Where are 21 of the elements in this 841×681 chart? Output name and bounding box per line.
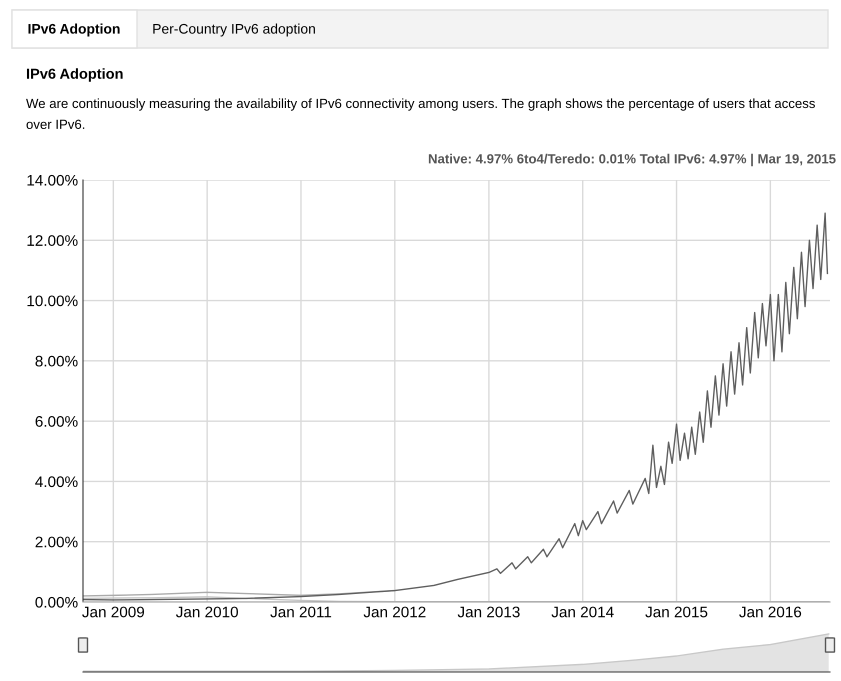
text: IPv6 Adoption bbox=[28, 24, 120, 36]
x-tick-label: Jan 2012 bbox=[364, 606, 426, 618]
y-tick-label: 10.00% bbox=[27, 295, 78, 306]
x-tick-label: Jan 2013 bbox=[458, 606, 520, 618]
y-tick-label: 0.00% bbox=[35, 596, 78, 608]
y-tick-label: 14.00% bbox=[27, 174, 78, 186]
y-tick-label: 2.00% bbox=[36, 536, 78, 548]
y-tick-label: 8.00% bbox=[35, 356, 78, 367]
text: Native: 4.97% 6to4/Teredo: 0.01% Total IPv6: 4.97% | Mar 19, 2015 bbox=[428, 154, 836, 166]
x-tick-label: Jan 2014 bbox=[552, 606, 614, 618]
x-tick-label: Jan 2015 bbox=[645, 606, 708, 618]
y-tick-label: 12.00% bbox=[27, 235, 78, 246]
x-tick-label: Jan 2009 bbox=[82, 606, 144, 618]
chart-title: IPv6 Adoption bbox=[26, 68, 123, 82]
text: Per-Country IPv6 adoption bbox=[153, 24, 315, 36]
y-tick-label: 6.00% bbox=[36, 416, 78, 427]
chart-subtitle: We are continuously measuring the availability of IPv6 connectivity among users. The graph shows the percentage of users that access over IPv6. bbox=[26, 98, 815, 129]
y-tick-label: 4.00% bbox=[35, 476, 78, 488]
x-tick-label: Jan 2011 bbox=[270, 606, 332, 618]
x-tick-label: Jan 2010 bbox=[176, 606, 238, 618]
x-tick-label: Jan 2016 bbox=[739, 606, 802, 618]
